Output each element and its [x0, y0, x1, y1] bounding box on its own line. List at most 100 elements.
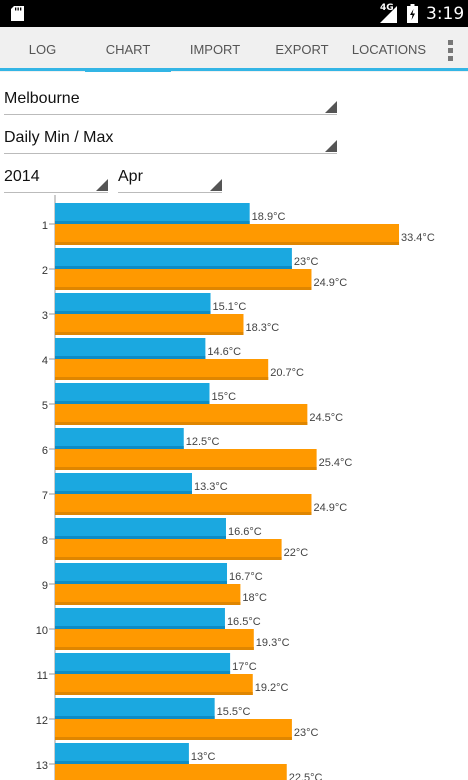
bar-shadow [55, 467, 317, 470]
status-clock: 3:19 [426, 4, 465, 24]
max-temp-bar [55, 629, 254, 650]
bar-shadow [55, 761, 189, 764]
max-temp-label: 18.3°C [245, 322, 279, 334]
max-temp-label: 18°C [242, 592, 267, 604]
max-temp-bar [55, 764, 287, 780]
bar-shadow [55, 692, 253, 695]
max-temp-label: 33.4°C [401, 232, 435, 244]
day-tick-label: 10 [36, 625, 48, 637]
chart-type-value: Daily Min / Max [4, 129, 114, 146]
max-temp-label: 25.4°C [319, 457, 353, 469]
min-temp-label: 13°C [191, 751, 216, 763]
tab-bar: LOG CHART IMPORT EXPORT LOCATIONS [0, 27, 468, 72]
max-temp-bar [55, 674, 253, 695]
signal-icon [380, 6, 397, 23]
location-value: Melbourne [4, 90, 80, 107]
day-tick-label: 1 [42, 220, 48, 232]
max-temp-label: 19.2°C [255, 682, 289, 694]
location-spinner[interactable]: Melbourne [4, 85, 337, 115]
min-temp-label: 23°C [294, 256, 319, 268]
max-temp-bar [55, 449, 317, 470]
min-temp-label: 16.7°C [229, 571, 263, 583]
day-tick-label: 3 [42, 310, 48, 322]
year-spinner[interactable]: 2014 [4, 163, 108, 193]
tab-log[interactable]: LOG [28, 42, 57, 57]
max-temp-bar [55, 539, 282, 560]
day-tick-label: 12 [36, 715, 48, 727]
min-temp-bar [55, 248, 292, 269]
sd-card-icon [11, 6, 24, 21]
max-temp-bar [55, 359, 269, 380]
max-temp-label: 20.7°C [270, 367, 304, 379]
bar-shadow [55, 671, 231, 674]
bar-shadow [55, 626, 225, 629]
month-spinner[interactable]: Apr [118, 163, 222, 193]
bar-shadow [55, 536, 226, 539]
month-value: Apr [118, 168, 143, 185]
min-temp-label: 13.3°C [194, 481, 228, 493]
min-temp-bar [55, 203, 250, 224]
bar-shadow [55, 356, 206, 359]
max-temp-label: 22.5°C [289, 772, 323, 780]
min-temp-bar [55, 518, 226, 539]
bar-shadow [55, 287, 312, 290]
min-temp-bar [55, 563, 228, 584]
min-temp-bar [55, 698, 215, 719]
min-temp-bar [55, 653, 231, 674]
bar-shadow [55, 377, 269, 380]
bar-shadow [55, 737, 292, 740]
max-temp-label: 24.9°C [313, 277, 347, 289]
tab-chart[interactable]: CHART [105, 42, 151, 57]
year-value: 2014 [4, 168, 40, 185]
dropdown-corner-icon [325, 101, 337, 113]
bar-shadow [55, 716, 215, 719]
min-temp-label: 15°C [212, 391, 237, 403]
tab-locations[interactable]: LOCATIONS [351, 42, 427, 57]
max-temp-bar [55, 584, 241, 605]
status-bar: 4G 3:19 [0, 0, 468, 27]
max-temp-bar [55, 404, 308, 425]
bar-shadow [55, 491, 192, 494]
max-temp-bar [55, 719, 292, 740]
chart-type-spinner[interactable]: Daily Min / Max [4, 124, 337, 154]
day-tick-label: 7 [42, 490, 48, 502]
min-temp-bar [55, 293, 211, 314]
bar-shadow [55, 311, 211, 314]
bar-shadow [55, 581, 228, 584]
bar-shadow [55, 266, 292, 269]
day-tick-label: 11 [37, 670, 48, 682]
tab-export[interactable]: EXPORT [275, 42, 329, 57]
day-tick-label: 5 [42, 400, 48, 412]
max-temp-label: 24.9°C [313, 502, 347, 514]
overflow-menu-icon[interactable] [445, 40, 455, 66]
min-temp-label: 18.9°C [252, 211, 286, 223]
max-temp-bar [55, 224, 400, 245]
min-temp-label: 12.5°C [186, 436, 220, 448]
bar-shadow [55, 557, 282, 560]
min-temp-bar [55, 743, 189, 764]
tab-import[interactable]: IMPORT [189, 42, 241, 57]
bar-shadow [55, 221, 250, 224]
min-temp-bar [55, 473, 192, 494]
network-type-label: 4G [380, 3, 394, 13]
max-temp-label: 23°C [294, 727, 319, 739]
min-temp-label: 16.5°C [227, 616, 261, 628]
dropdown-corner-icon [96, 179, 108, 191]
min-temp-label: 16.6°C [228, 526, 262, 538]
max-temp-label: 22°C [284, 547, 309, 559]
max-temp-bar [55, 269, 312, 290]
day-tick-label: 9 [42, 580, 48, 592]
min-temp-label: 14.6°C [207, 346, 241, 358]
day-tick-label: 8 [42, 535, 48, 547]
min-temp-label: 17°C [232, 661, 257, 673]
bar-shadow [55, 242, 400, 245]
bar-shadow [55, 602, 241, 605]
min-temp-bar [55, 338, 206, 359]
min-temp-label: 15.1°C [213, 301, 247, 313]
dropdown-corner-icon [210, 179, 222, 191]
bar-shadow [55, 512, 312, 515]
day-tick-label: 4 [42, 355, 48, 367]
min-temp-label: 15.5°C [217, 706, 251, 718]
bar-shadow [55, 422, 308, 425]
